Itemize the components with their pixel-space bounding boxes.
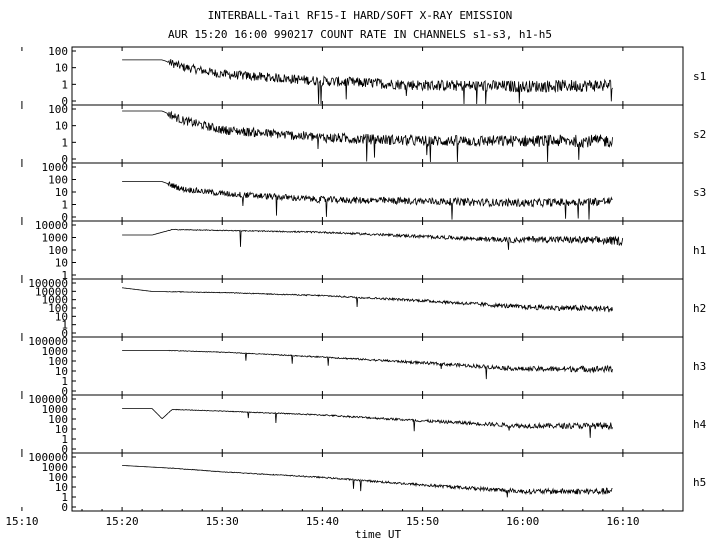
x-tick-label: 15:30 xyxy=(206,515,239,528)
y-tick-label-s3: 1 xyxy=(61,199,68,212)
y-tick-label-s1: 100 xyxy=(48,45,68,58)
y-tick-label-h4: 100000 xyxy=(28,393,68,406)
series-label-h4: h4 xyxy=(693,418,707,431)
x-tick-label: 15:10 xyxy=(5,515,38,528)
panel-frame-s1 xyxy=(71,46,684,106)
y-tick-label-h4: 1000 xyxy=(42,403,69,416)
y-tick-label-h5: 0 xyxy=(61,501,68,514)
y-tick-label-h3: 1000 xyxy=(42,345,69,358)
y-tick-label-h3: 100000 xyxy=(28,335,68,348)
series-label-h5: h5 xyxy=(693,476,706,489)
y-tick-label-s2: 0 xyxy=(61,153,68,166)
y-tick-label-s3: 1000 xyxy=(42,161,69,174)
y-tick-label-h3: 100 xyxy=(48,355,68,368)
series-line-h2 xyxy=(122,287,613,313)
x-tick-label: 15:20 xyxy=(106,515,139,528)
x-axis-label: time UT xyxy=(355,528,402,541)
y-tick-label-s3: 0 xyxy=(61,211,68,224)
panel-frame-h3 xyxy=(71,336,684,396)
panel-frame-s3 xyxy=(71,162,684,222)
series-label-h3: h3 xyxy=(693,360,706,373)
y-tick-label-h1: 1 xyxy=(61,269,68,282)
panel-frame-h4 xyxy=(71,394,684,454)
y-tick-label-s2: 100 xyxy=(48,103,68,116)
y-tick-label-h5: 100 xyxy=(48,471,68,484)
y-tick-label-s2: 10 xyxy=(55,120,68,133)
y-tick-label-h3: 0 xyxy=(61,385,68,398)
y-tick-label-h2: 1 xyxy=(61,319,68,332)
y-tick-label-s3: 10 xyxy=(55,186,68,199)
y-tick-label-s3: 100 xyxy=(48,174,68,187)
panel-frame-h1 xyxy=(71,220,684,280)
panel-frame-h5 xyxy=(71,452,684,512)
chart-title: INTERBALL-Tail RF15-I HARD/SOFT X-RAY EM… xyxy=(207,9,513,22)
y-tick-label-s1: 0 xyxy=(61,95,68,108)
series-line-s1 xyxy=(122,59,613,105)
y-tick-label-h4: 0 xyxy=(61,443,68,456)
y-tick-label-h2: 0 xyxy=(61,327,68,340)
series-line-s2 xyxy=(122,110,613,163)
series-label-h2: h2 xyxy=(693,302,706,315)
series-label-h1: h1 xyxy=(693,244,706,257)
series-line-h4 xyxy=(122,408,613,438)
panel-frame-s2 xyxy=(71,104,684,164)
x-tick-label: 15:50 xyxy=(406,515,439,528)
y-tick-label-h5: 10 xyxy=(55,481,68,494)
series-line-h1 xyxy=(122,228,624,250)
series-line-h5 xyxy=(122,465,613,498)
y-tick-label-h3: 10 xyxy=(55,365,68,378)
x-tick-label: 15:40 xyxy=(306,515,339,528)
y-tick-label-h5: 1000 xyxy=(42,461,69,474)
chart-subtitle: AUR 15:20 16:00 990217 COUNT RATE IN CHA… xyxy=(167,28,553,41)
y-tick-label-h2: 1000 xyxy=(42,294,69,307)
y-tick-label-h5: 100000 xyxy=(28,451,68,464)
series-label-s1: s1 xyxy=(693,70,706,83)
series-line-h3 xyxy=(122,349,613,380)
y-tick-label-h1: 100 xyxy=(48,244,68,257)
y-tick-label-h4: 1 xyxy=(61,433,68,446)
y-tick-label-h2: 10000 xyxy=(35,285,68,298)
y-tick-label-s1: 1 xyxy=(61,78,68,91)
series-label-s3: s3 xyxy=(693,186,706,199)
y-tick-label-s1: 10 xyxy=(55,62,68,75)
y-tick-label-s2: 1 xyxy=(61,136,68,149)
y-tick-label-h2: 100000 xyxy=(28,277,68,290)
y-tick-label-h2: 100 xyxy=(48,302,68,315)
y-tick-label-h1: 1000 xyxy=(42,232,69,245)
series-line-s3 xyxy=(122,181,613,220)
series-label-s2: s2 xyxy=(693,128,706,141)
y-tick-label-h5: 1 xyxy=(61,491,68,504)
x-tick-label: 16:10 xyxy=(606,515,639,528)
y-tick-label-h1: 10 xyxy=(55,257,68,270)
y-tick-label-h2: 10 xyxy=(55,310,68,323)
y-tick-label-h4: 10 xyxy=(55,423,68,436)
y-tick-label-h1: 10000 xyxy=(35,219,68,232)
y-tick-label-h4: 100 xyxy=(48,413,68,426)
y-tick-label-h3: 1 xyxy=(61,375,68,388)
x-tick-label: 16:00 xyxy=(506,515,539,528)
